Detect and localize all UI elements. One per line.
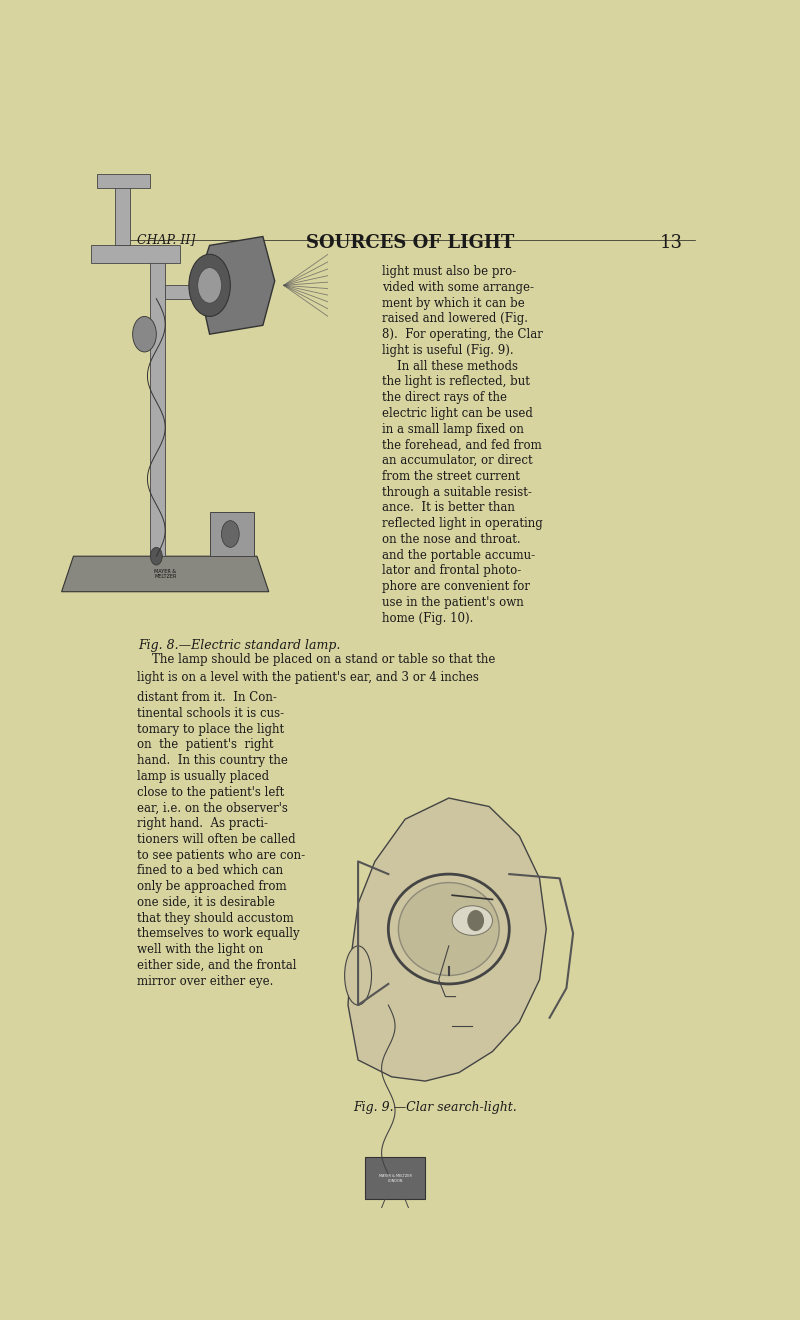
Ellipse shape xyxy=(452,906,493,936)
Text: tioners will often be called: tioners will often be called xyxy=(138,833,296,846)
Text: phore are convenient for: phore are convenient for xyxy=(382,581,530,593)
Circle shape xyxy=(222,520,239,548)
Text: vided with some arrange-: vided with some arrange- xyxy=(382,281,534,294)
Text: close to the patient's left: close to the patient's left xyxy=(138,785,285,799)
Text: home (Fig. 10).: home (Fig. 10). xyxy=(382,611,474,624)
Text: In all these methods: In all these methods xyxy=(382,359,518,372)
Text: light must also be pro-: light must also be pro- xyxy=(382,265,516,279)
Text: use in the patient's own: use in the patient's own xyxy=(382,595,524,609)
Text: tinental schools it is cus-: tinental schools it is cus- xyxy=(138,706,284,719)
Text: and the portable accumu-: and the portable accumu- xyxy=(382,549,535,562)
Circle shape xyxy=(150,548,162,565)
Text: tomary to place the light: tomary to place the light xyxy=(138,722,284,735)
Text: MAYER &
MELTZER: MAYER & MELTZER xyxy=(154,569,176,579)
Text: to see patients who are con-: to see patients who are con- xyxy=(138,849,306,862)
Text: that they should accustom: that they should accustom xyxy=(138,912,294,924)
Text: ear, i.e. on the observer's: ear, i.e. on the observer's xyxy=(138,801,288,814)
Text: lamp is usually placed: lamp is usually placed xyxy=(138,770,270,783)
Circle shape xyxy=(198,268,222,304)
Bar xyxy=(165,285,224,298)
Text: 8).  For operating, the Clar: 8). For operating, the Clar xyxy=(382,329,543,341)
Text: electric light can be used: electric light can be used xyxy=(382,407,533,420)
Text: mirror over either eye.: mirror over either eye. xyxy=(138,974,274,987)
Polygon shape xyxy=(348,799,546,1081)
Polygon shape xyxy=(62,556,269,591)
Bar xyxy=(365,1158,426,1200)
Ellipse shape xyxy=(398,883,499,975)
Text: the forehead, and fed from: the forehead, and fed from xyxy=(382,438,542,451)
Text: lator and frontal photo-: lator and frontal photo- xyxy=(382,565,522,577)
Text: distant from it.  In Con-: distant from it. In Con- xyxy=(138,690,277,704)
Text: light is on a level with the patient's ear, and 3 or 4 inches: light is on a level with the patient's e… xyxy=(138,671,479,684)
Ellipse shape xyxy=(345,946,371,1005)
Text: reflected light in operating: reflected light in operating xyxy=(382,517,543,531)
Text: one side, it is desirable: one side, it is desirable xyxy=(138,896,275,908)
Text: SOURCES OF LIGHT: SOURCES OF LIGHT xyxy=(306,234,514,252)
Text: CHAP. II]: CHAP. II] xyxy=(138,234,195,247)
Text: the direct rays of the: the direct rays of the xyxy=(382,391,507,404)
Text: in a small lamp fixed on: in a small lamp fixed on xyxy=(382,422,524,436)
Circle shape xyxy=(467,909,484,931)
Text: fined to a bed which can: fined to a bed which can xyxy=(138,865,283,878)
Text: well with the light on: well with the light on xyxy=(138,942,263,956)
Text: light is useful (Fig. 9).: light is useful (Fig. 9). xyxy=(382,345,514,356)
Bar xyxy=(97,174,150,187)
Polygon shape xyxy=(210,512,254,556)
Circle shape xyxy=(189,255,230,317)
Bar xyxy=(115,178,130,246)
Text: on  the  patient's  right: on the patient's right xyxy=(138,738,274,751)
Text: Fig. 9.—Clar search-light.: Fig. 9.—Clar search-light. xyxy=(353,1101,517,1114)
Text: the light is reflected, but: the light is reflected, but xyxy=(382,375,530,388)
Text: Fig. 8.—Electric standard lamp.: Fig. 8.—Electric standard lamp. xyxy=(138,639,341,652)
Text: through a suitable resist-: through a suitable resist- xyxy=(382,486,532,499)
Text: an accumulator, or direct: an accumulator, or direct xyxy=(382,454,533,467)
Text: themselves to work equally: themselves to work equally xyxy=(138,928,300,940)
Text: hand.  In this country the: hand. In this country the xyxy=(138,754,288,767)
Text: raised and lowered (Fig.: raised and lowered (Fig. xyxy=(382,313,528,326)
Text: ance.  It is better than: ance. It is better than xyxy=(382,502,515,515)
Text: only be approached from: only be approached from xyxy=(138,880,287,894)
Text: ment by which it can be: ment by which it can be xyxy=(382,297,525,310)
Text: on the nose and throat.: on the nose and throat. xyxy=(382,533,521,546)
Text: from the street current: from the street current xyxy=(382,470,520,483)
Text: right hand.  As practi-: right hand. As practi- xyxy=(138,817,268,830)
Bar xyxy=(91,246,180,263)
Circle shape xyxy=(133,317,156,352)
Text: either side, and the frontal: either side, and the frontal xyxy=(138,958,297,972)
Polygon shape xyxy=(198,236,274,334)
Text: MAYER & MELTZER
LONDON: MAYER & MELTZER LONDON xyxy=(378,1173,411,1183)
Text: 13: 13 xyxy=(660,234,682,252)
Text: The lamp should be placed on a stand or table so that the: The lamp should be placed on a stand or … xyxy=(138,653,495,667)
Bar xyxy=(150,246,166,556)
